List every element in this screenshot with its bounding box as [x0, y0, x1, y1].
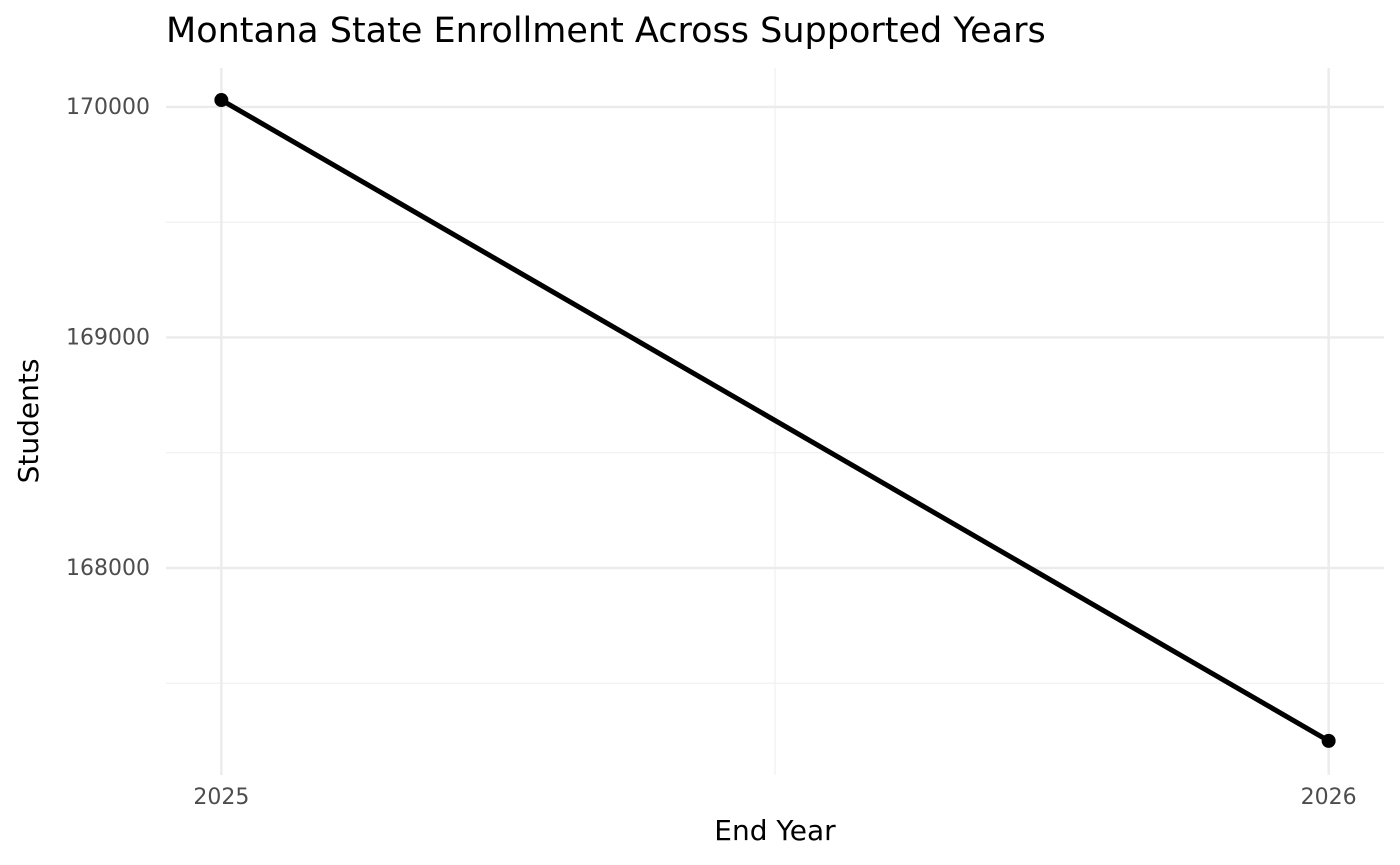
- data-line: [220, 97, 1330, 744]
- y-tick-label: 169000: [66, 325, 150, 350]
- data-point: [214, 93, 229, 108]
- chart-title: Montana State Enrollment Across Supporte…: [166, 11, 1046, 51]
- y-axis-title: Students: [12, 359, 45, 484]
- y-tick-label: 168000: [66, 556, 150, 581]
- y-tick-label: 170000: [66, 95, 150, 120]
- x-tick-label: 2026: [1301, 785, 1357, 810]
- x-tick-label: 2025: [193, 785, 249, 810]
- x-axis-title: End Year: [714, 814, 836, 847]
- data-point: [1321, 733, 1336, 748]
